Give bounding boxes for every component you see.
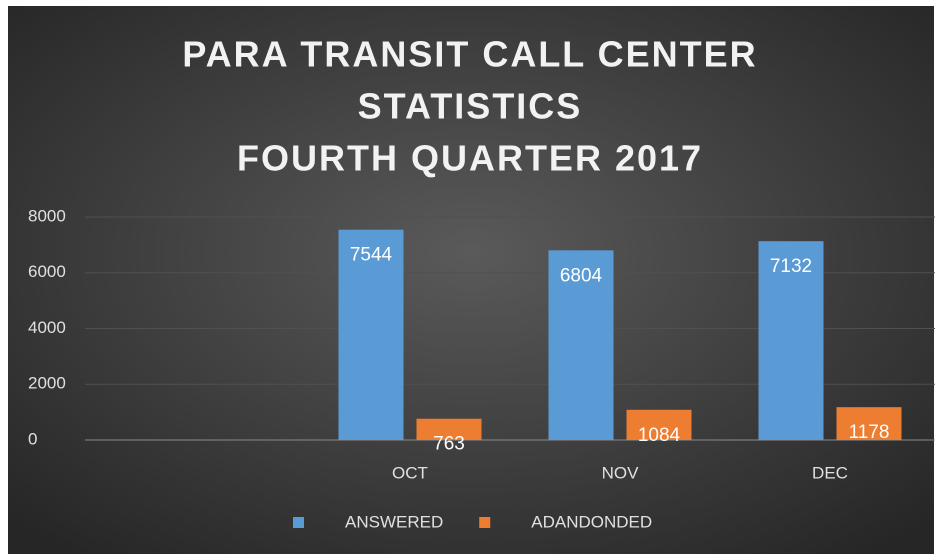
legend-swatch bbox=[479, 517, 491, 528]
data-label: 763 bbox=[433, 434, 465, 455]
y-tick-label: 6000 bbox=[28, 262, 66, 281]
y-tick-label: 8000 bbox=[28, 206, 66, 225]
chart-title: STATISTICS bbox=[358, 86, 583, 127]
data-label: 1178 bbox=[849, 422, 890, 443]
x-tick-label: NOV bbox=[602, 463, 640, 482]
legend-swatch bbox=[293, 517, 304, 528]
x-tick-label: OCT bbox=[392, 463, 428, 482]
data-label: 1084 bbox=[638, 425, 681, 446]
bar bbox=[338, 229, 404, 440]
legend-label: ADANDONDED bbox=[531, 512, 652, 531]
data-label: 6804 bbox=[560, 265, 603, 286]
bar bbox=[836, 407, 902, 440]
data-label: 7544 bbox=[350, 245, 393, 266]
y-tick-label: 0 bbox=[28, 429, 37, 448]
y-tick-label: 4000 bbox=[28, 318, 66, 337]
chart-title: FOURTH QUARTER 2017 bbox=[237, 138, 703, 179]
y-tick-label: 2000 bbox=[28, 374, 66, 393]
legend-label: ANSWERED bbox=[345, 512, 443, 531]
data-label: 7132 bbox=[770, 256, 812, 277]
bar bbox=[758, 241, 824, 440]
bar bbox=[416, 418, 482, 440]
x-tick-label: DEC bbox=[812, 463, 848, 482]
bar bbox=[548, 250, 614, 440]
bar bbox=[626, 409, 692, 440]
chart-title: PARA TRANSIT CALL CENTER bbox=[182, 34, 757, 75]
